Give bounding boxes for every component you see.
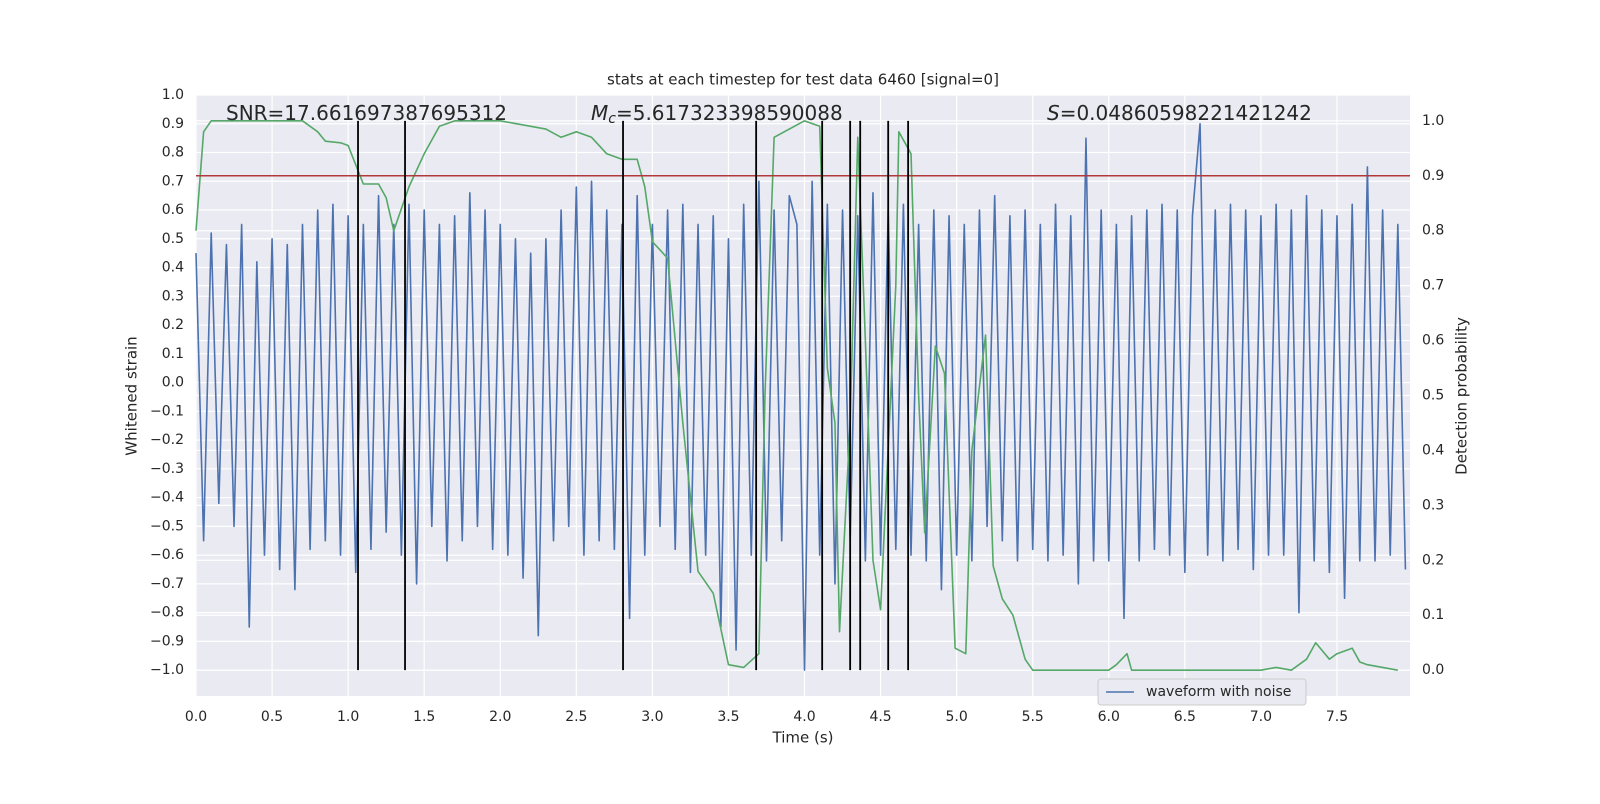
chart-title: stats at each timestep for test data 646… [607,71,999,89]
waveform-line [195,122,1407,671]
annotation: Mc=5.617323398590088 [591,101,843,128]
y-tick-label: −0.9 [150,633,184,649]
x-tick-label: 3.5 [717,709,739,725]
y-tick-label: 0.1 [162,346,184,362]
x-tick-label: 7.5 [1326,709,1348,725]
y-tick-label: 0.9 [162,116,184,132]
y2-tick-label: 0.5 [1422,388,1444,404]
y2-tick-label: 1.0 [1422,113,1444,129]
legend-label: waveform with noise [1146,684,1291,700]
y2-tick-label: 0.3 [1422,497,1444,513]
annotation: SNR=17.661697387695312 [226,101,507,125]
x-tick-label: 2.0 [489,709,511,725]
y2-tick-label: 0.2 [1422,552,1444,568]
y-tick-label: 1.0 [162,87,184,103]
x-tick-label: 2.5 [565,709,587,725]
y2-tick-label: 0.9 [1422,168,1444,184]
annotation-symbol: S [1047,101,1060,125]
x-tick-label: 1.0 [337,709,359,725]
annotation-symbol: M [591,101,608,125]
y-tick-label: 0.7 [162,173,184,189]
y-tick-label: −0.2 [150,432,184,448]
y2-tick-label: 0.4 [1422,442,1444,458]
y2-tick-label: 0.8 [1422,223,1444,239]
y-tick-label: 0.5 [162,231,184,247]
x-tick-label: 0.5 [261,709,283,725]
y2-tick-label: 0.1 [1422,607,1444,623]
x-tick-label: 0.0 [185,709,207,725]
y-tick-label: 0.8 [162,145,184,161]
y-tick-label: −0.6 [150,547,184,563]
y2-tick-label: 0.7 [1422,278,1444,294]
y-tick-label: 0.4 [162,260,184,276]
annotation-text: SNR=17.661697387695312 [226,101,507,125]
x-tick-label: 5.5 [1022,709,1044,725]
x-tick-label: 4.0 [793,709,815,725]
y-tick-label: 0.3 [162,288,184,304]
x-tick-label: 6.0 [1098,709,1120,725]
y-tick-label: −0.7 [150,576,184,592]
x-tick-label: 6.5 [1174,709,1196,725]
annotation: S=0.04860598221421242 [1047,101,1312,125]
annotation-text: =5.617323398590088 [616,101,843,125]
y-tick-label: 0.0 [162,375,184,391]
x-axis-label: Time (s) [772,729,834,747]
y-tick-label: 0.2 [162,317,184,333]
annotation-subscript: c [608,111,616,127]
y-axis-label: Whitened strain [123,336,141,455]
y-tick-label: −0.8 [150,605,184,621]
x-tick-label: 4.5 [869,709,891,725]
y-tick-label: −0.1 [150,403,184,419]
y-tick-label: 0.6 [162,202,184,218]
legend-box [1097,678,1307,706]
x-tick-label: 5.0 [946,709,968,725]
x-tick-label: 3.0 [641,709,663,725]
y-tick-label: −1.0 [150,662,184,678]
x-tick-label: 7.0 [1250,709,1272,725]
y-tick-label: −0.4 [150,490,184,506]
annotation-text: =0.04860598221421242 [1060,101,1312,125]
y2-tick-label: 0.0 [1422,662,1444,678]
y2-axis-label: Detection probability [1453,317,1471,475]
y-tick-label: −0.5 [150,518,184,534]
probability-line [195,120,1398,671]
y-tick-label: −0.3 [150,461,184,477]
y2-tick-label: 0.6 [1422,333,1444,349]
x-tick-label: 1.5 [413,709,435,725]
